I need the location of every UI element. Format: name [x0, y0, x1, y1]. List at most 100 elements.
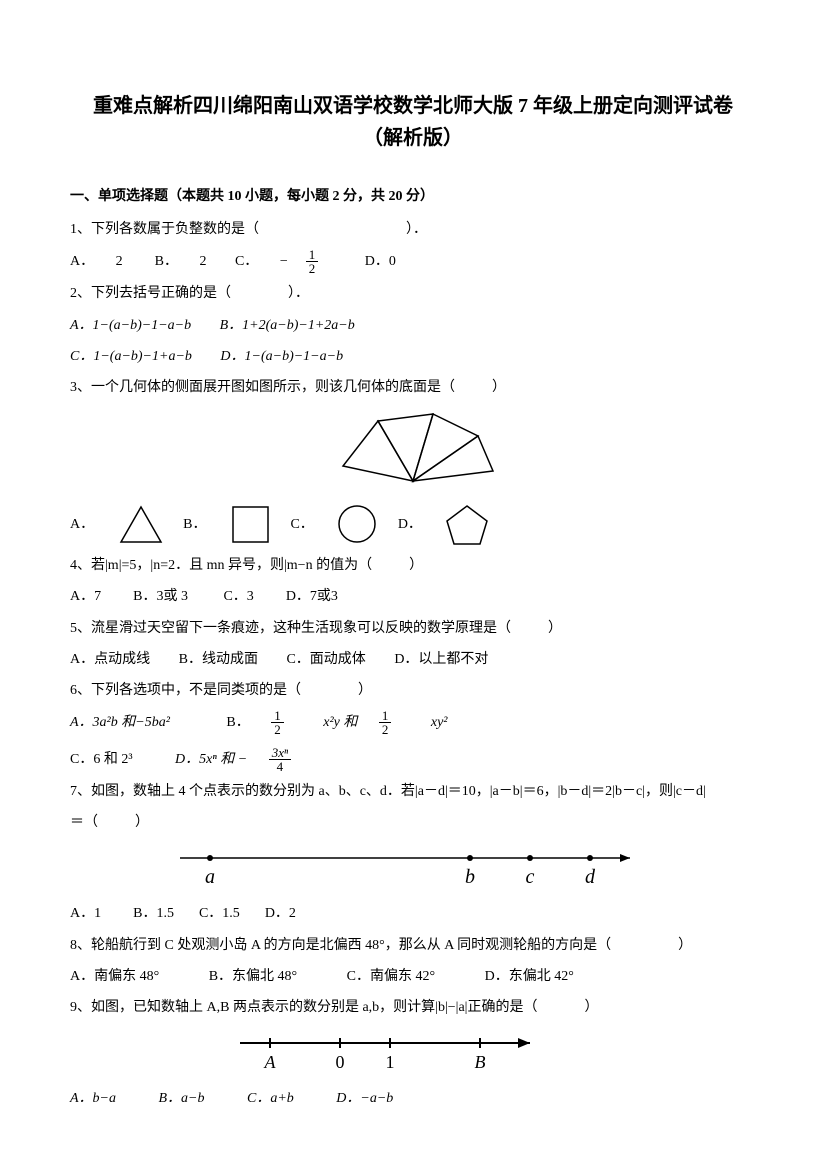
q5-options: A．点动成线 B．线动成面 C．面动成体 D．以上都不对: [70, 647, 756, 672]
q2-text: 2、下列去括号正确的是（: [70, 286, 231, 301]
title-line-2: （解析版）: [70, 122, 756, 154]
q5-optB: B．线动成面: [179, 652, 258, 667]
q1-optD: D．0: [365, 254, 396, 269]
q6-optB-mid1: x²y 和: [323, 715, 357, 730]
q9-options: A．b−a B．a−b C．a+b D．−a−b: [70, 1086, 756, 1111]
q3-optA-label: A．: [70, 517, 94, 532]
question-4: 4、若|m|=5，|n=2．且 mn 异号，则|m−n 的值为（ ）: [70, 553, 756, 578]
q1-optC-frac: 12: [306, 248, 337, 275]
q5-text: 5、流星滑过天空留下一条痕迹，这种生活现象可以反映的数学原理是（: [70, 621, 511, 636]
svg-text:c: c: [526, 866, 535, 888]
q5-optC: C．面动成体: [286, 652, 365, 667]
q3-optB-label: B．: [183, 517, 206, 532]
question-5: 5、流星滑过天空留下一条痕迹，这种生活现象可以反映的数学原理是（ ）: [70, 616, 756, 641]
svg-text:0: 0: [336, 1052, 345, 1072]
q6-optD-frac: 3xⁿ4: [269, 746, 309, 773]
q1-optA-label: A．: [70, 254, 94, 269]
q1-text: 1、下列各数属于负整数的是（: [70, 222, 259, 237]
q6-options-row1: A．3a²b 和−5ba² B． 12 x²y 和 12 xy²: [70, 709, 756, 736]
q2-optA: A．1−(a−b)−1−a−b: [70, 318, 191, 333]
q7-optA: A．1: [70, 906, 101, 921]
q4-end: ）: [409, 558, 423, 573]
q3-main-diagram: [70, 406, 756, 496]
q6-optA: A．3a²b 和−5ba²: [70, 715, 170, 730]
q3-text: 3、一个几何体的侧面展开图如图所示，则该几何体的底面是（: [70, 380, 455, 395]
q8-optB: B．东偏北 48°: [209, 969, 297, 984]
pentagon-icon: [443, 502, 491, 547]
q7-optD: D．2: [265, 906, 296, 921]
q1-optB-val: 2: [199, 254, 206, 269]
question-3: 3、一个几何体的侧面展开图如图所示，则该几何体的底面是（ ）: [70, 375, 756, 400]
q8-end: ）: [678, 938, 692, 953]
q8-optA: A．南偏东 48°: [70, 969, 159, 984]
question-9: 9、如图，已知数轴上 A,B 两点表示的数分别是 a,b，则计算|b|−|a|正…: [70, 995, 756, 1020]
question-8: 8、轮船航行到 C 处观测小岛 A 的方向是北偏西 48°，那么从 A 同时观测…: [70, 933, 756, 958]
triangle-icon: [116, 502, 166, 547]
q4-options: A．7 B．3或 3 C．3 D．7或3: [70, 584, 756, 609]
square-icon: [228, 502, 273, 547]
svg-text:B: B: [475, 1052, 486, 1072]
q6-optD-pre: D．5xⁿ 和 −: [175, 752, 247, 767]
q3-optD-label: D．: [398, 517, 422, 532]
q6-end: ）: [358, 683, 372, 698]
q7-options: A．1 B．1.5 C．1.5 D．2: [70, 901, 756, 926]
q2-optB: B．1+2(a−b)−1+2a−b: [220, 318, 355, 333]
svg-text:A: A: [264, 1052, 277, 1072]
q6-options-row2: C．6 和 2³ D．5xⁿ 和 − 3xⁿ4: [70, 746, 756, 773]
circle-icon: [335, 502, 380, 547]
title-line-1: 重难点解析四川绵阳南山双语学校数学北师大版 7 年级上册定向测评试卷: [70, 90, 756, 122]
q7-optB: B．1.5: [133, 906, 174, 921]
q9-optC: C．a+b: [247, 1091, 294, 1106]
q2-end: ）．: [288, 286, 309, 301]
q4-optA: A．7: [70, 589, 101, 604]
q5-optA: A．点动成线: [70, 652, 150, 667]
q7-text2: ＝（: [70, 815, 98, 830]
q6-optC: C．6 和 2³: [70, 752, 133, 767]
q8-options: A．南偏东 48° B．东偏北 48° C．南偏东 42° D．东偏北 42°: [70, 964, 756, 989]
svg-text:a: a: [205, 866, 215, 888]
q1-end: ）．: [406, 222, 427, 237]
q6-optB-frac2: 12: [379, 709, 410, 736]
q4-optD: D．7或3: [286, 589, 338, 604]
q2-options-row2: C．1−(a−b)−1+a−b D．1−(a−b)−1−a−b: [70, 344, 756, 369]
section-1-header: 一、单项选择题（本题共 10 小题，每小题 2 分，共 20 分）: [70, 184, 756, 209]
q1-optB-label: B．: [155, 254, 178, 269]
q9-optD: D．−a−b: [336, 1091, 393, 1106]
page-title: 重难点解析四川绵阳南山双语学校数学北师大版 7 年级上册定向测评试卷 （解析版）: [70, 90, 756, 154]
q4-optC: C．3: [223, 589, 253, 604]
svg-text:b: b: [465, 866, 475, 888]
number-line-ab-icon: A 0 1 B: [230, 1028, 550, 1078]
question-1: 1、下列各数属于负整数的是（ ）．: [70, 217, 756, 242]
q1-optA-val: 2: [116, 254, 123, 269]
q2-options-row1: A．1−(a−b)−1−a−b B．1+2(a−b)−1+2a−b: [70, 313, 756, 338]
q9-optA: A．b−a: [70, 1091, 116, 1106]
number-line-abcd-icon: a b c d: [170, 843, 650, 893]
svg-text:d: d: [585, 866, 596, 888]
q1-options: A． 2 B． 2 C． − 12 D．0: [70, 248, 756, 275]
q6-optB-mid2: xy²: [431, 715, 448, 730]
q6-text: 6、下列各选项中，不是同类项的是（: [70, 683, 301, 698]
q2-optD: D．1−(a−b)−1−a−b: [220, 349, 343, 364]
q4-optB: B．3或 3: [133, 589, 188, 604]
q9-optB: B．a−b: [159, 1091, 205, 1106]
q8-optD: D．东偏北 42°: [485, 969, 574, 984]
q1-optC-neg: −: [280, 254, 288, 269]
question-6: 6、下列各选项中，不是同类项的是（ ）: [70, 678, 756, 703]
q3-optC-label: C．: [290, 517, 313, 532]
q8-optC: C．南偏东 42°: [347, 969, 435, 984]
q9-text: 9、如图，已知数轴上 A,B 两点表示的数分别是 a,b，则计算|b|−|a|正…: [70, 1000, 537, 1015]
q4-text: 4、若|m|=5，|n=2．且 mn 异号，则|m−n 的值为（: [70, 558, 372, 573]
q3-end: ）: [492, 380, 506, 395]
q1-optC-label: C．: [235, 254, 258, 269]
q6-optB-pre: B．: [226, 715, 249, 730]
question-2: 2、下列去括号正确的是（ ）．: [70, 281, 756, 306]
question-7: 7、如图，数轴上 4 个点表示的数分别为 a、b、c、d．若|a－d|＝10，|…: [70, 779, 756, 804]
svg-text:1: 1: [386, 1052, 395, 1072]
q7-text1: 7、如图，数轴上 4 个点表示的数分别为 a、b、c、d．若|a－d|＝10，|…: [70, 784, 706, 799]
q3-options: A． B． C． D．: [70, 502, 756, 547]
q2-optC: C．1−(a−b)−1+a−b: [70, 349, 192, 364]
fan-shape-icon: [323, 406, 503, 496]
q9-end: ）: [584, 1000, 598, 1015]
q5-optD: D．以上都不对: [394, 652, 488, 667]
q5-end: ）: [548, 621, 562, 636]
